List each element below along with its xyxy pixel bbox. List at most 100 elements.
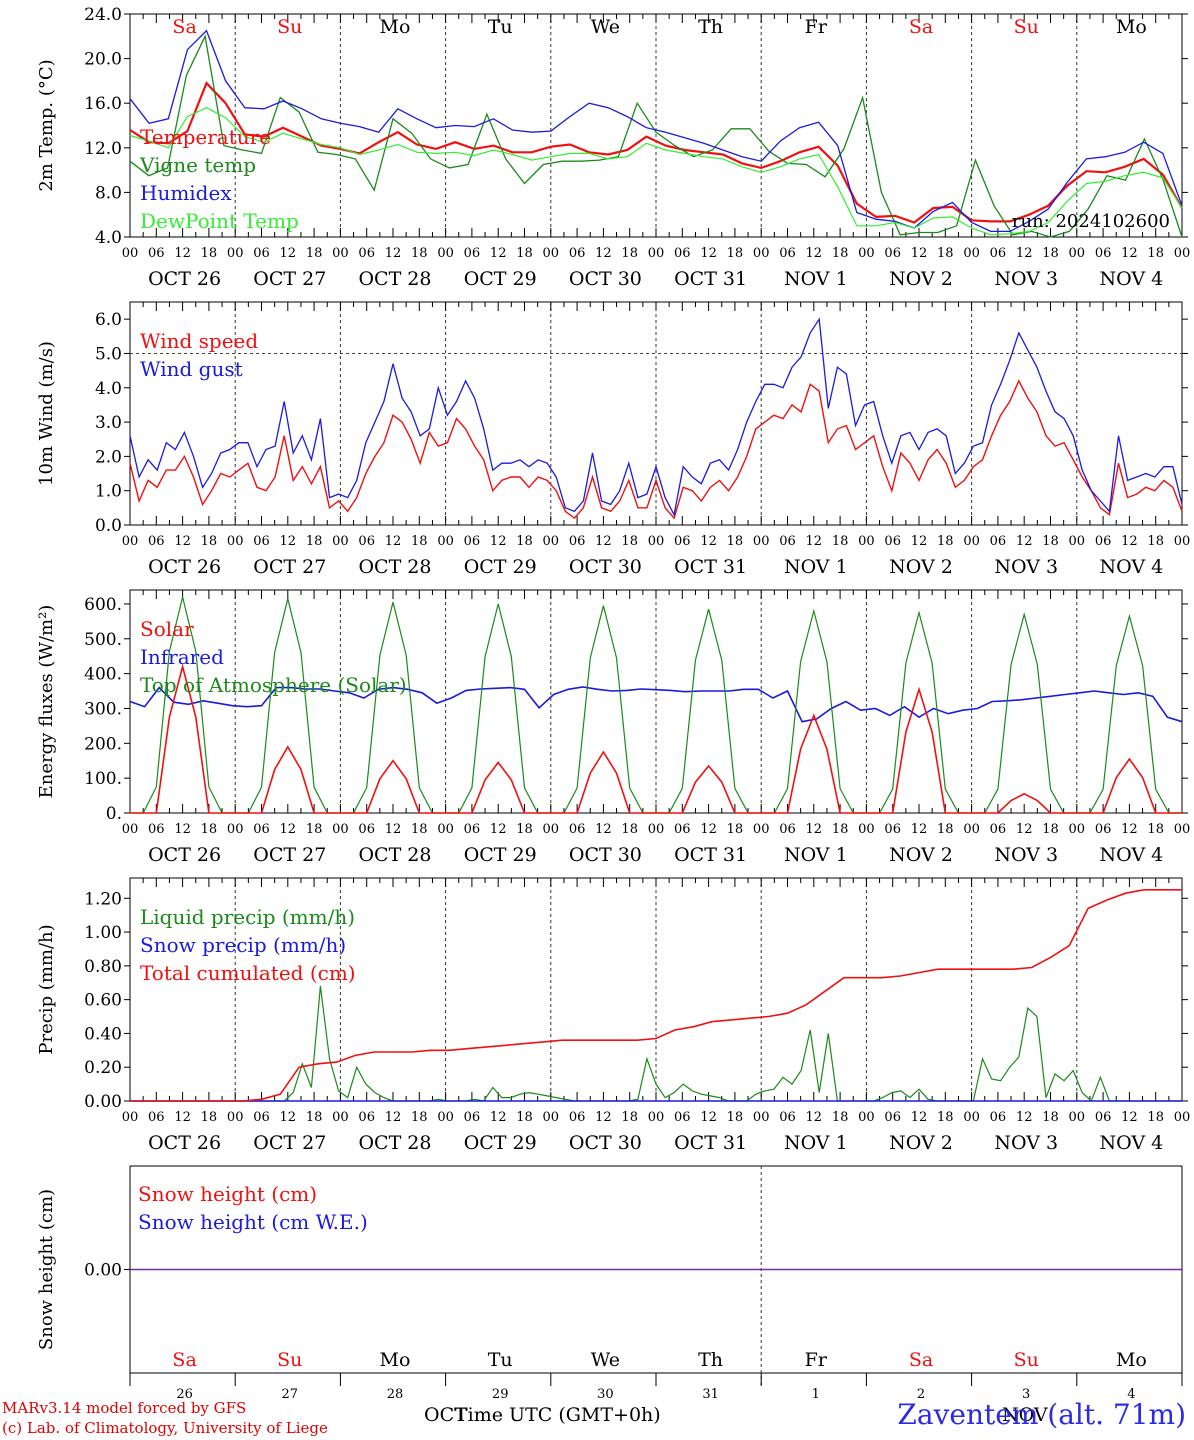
y-tick-label: 600. — [84, 595, 122, 615]
panel-frame — [129, 13, 1183, 238]
date-label: NOV 2 — [889, 844, 953, 866]
hour-tick-label: 06 — [990, 534, 1007, 549]
y-axis-label: Energy fluxes (W/m²) — [36, 605, 57, 799]
series-dewpoint-temp — [129, 107, 1183, 236]
hour-tick-label: 18 — [937, 822, 954, 837]
date-label: NOV 4 — [1100, 268, 1164, 290]
hour-tick-label: 00 — [122, 822, 139, 837]
hour-tick-label: 06 — [464, 534, 481, 549]
panel-5: 0.00 Snow height (cm) Snow height (cm) Snow… — [36, 1165, 1183, 1402]
hour-tick-label: 06 — [358, 822, 375, 837]
y-tick-label: 400. — [84, 665, 122, 685]
hour-tick-label: 12 — [700, 822, 717, 837]
hour-tick-label: 06 — [148, 1110, 165, 1125]
y-axis-label: 10m Wind (m/s) — [36, 341, 57, 486]
y-tick-label: 0.60 — [84, 991, 122, 1011]
hour-tick-label: 00 — [1174, 246, 1191, 261]
hour-tick-label: 18 — [727, 1110, 744, 1125]
y-axis-label: Precip (mm/h) — [36, 924, 57, 1054]
date-label: OCT 30 — [569, 844, 642, 866]
date-label: NOV 2 — [889, 1132, 953, 1154]
day-number-label: 4 — [1127, 1387, 1135, 1402]
hour-tick-label: 18 — [411, 1110, 428, 1125]
hour-tick-label: 06 — [674, 534, 691, 549]
hour-tick-label: 06 — [464, 1110, 481, 1125]
hour-tick-label: 06 — [884, 246, 901, 261]
weekday-label: Mo — [1116, 16, 1147, 38]
hour-tick-label: 00 — [122, 246, 139, 261]
panel-frame — [129, 301, 1183, 526]
weekday-label: Tu — [488, 1349, 513, 1371]
y-tick-label: 100. — [84, 769, 122, 789]
series-temperature — [129, 81, 1183, 224]
y-tick-label: 300. — [84, 699, 122, 719]
hour-tick-label: 12 — [490, 1110, 507, 1125]
hour-tick-label: 12 — [911, 1110, 928, 1125]
hour-tick-label: 06 — [674, 246, 691, 261]
day-number-label: 28 — [387, 1387, 404, 1402]
hour-tick-label: 12 — [174, 534, 191, 549]
date-label: OCT 31 — [674, 268, 747, 290]
hour-tick-label: 12 — [490, 246, 507, 261]
hour-tick-label: 18 — [516, 246, 533, 261]
legend-entry: Snow height (cm) — [138, 1182, 317, 1206]
panel-3: 0. 100. 200. 300. 400. 500. 600. Energy fluxes … — [36, 589, 1190, 866]
day-number-label: 29 — [492, 1387, 509, 1402]
hour-tick-label: 00 — [753, 822, 770, 837]
hour-tick-label: 00 — [437, 822, 454, 837]
date-label: OCT 26 — [148, 556, 221, 578]
hour-tick-label: 18 — [201, 822, 218, 837]
series-liquid-precip-mm-h- — [130, 986, 1182, 1103]
y-tick-label: 6.0 — [95, 310, 122, 330]
hour-tick-label: 06 — [1095, 534, 1112, 549]
hour-tick-label: 18 — [1042, 822, 1059, 837]
hour-tick-label: 18 — [621, 246, 638, 261]
hour-tick-label: 12 — [806, 1110, 823, 1125]
day-number-label: 3 — [1022, 1387, 1030, 1402]
y-tick-label: 0.0 — [95, 516, 122, 536]
hour-tick-label: 00 — [963, 246, 980, 261]
y-tick-label: 1.0 — [95, 482, 122, 502]
series-wind-gust — [129, 317, 1183, 517]
legend-entry: Total cumulated (cm) — [140, 961, 356, 985]
hour-tick-label: 00 — [1069, 534, 1086, 549]
hour-tick-label: 18 — [516, 1110, 533, 1125]
date-label: OCT 31 — [674, 556, 747, 578]
hour-tick-label: 12 — [1121, 246, 1138, 261]
hour-tick-label: 06 — [674, 1110, 691, 1125]
hour-tick-label: 18 — [201, 246, 218, 261]
hour-tick-label: 06 — [569, 1110, 586, 1125]
legend-entry: Temperature — [140, 125, 271, 149]
hour-tick-label: 18 — [727, 534, 744, 549]
credit-line-2: (c) Lab. of Climatology, University of L… — [2, 1419, 328, 1437]
day-number-label: 1 — [812, 1387, 820, 1402]
credit-line-1: MARv3.14 model forced by GFS — [2, 1399, 247, 1417]
hour-tick-label: 06 — [148, 534, 165, 549]
hour-tick-label: 00 — [648, 246, 665, 261]
hour-tick-label: 00 — [543, 534, 560, 549]
hour-tick-label: 18 — [201, 534, 218, 549]
hour-tick-label: 06 — [358, 1110, 375, 1125]
hour-tick-label: 06 — [253, 534, 270, 549]
hour-tick-label: 06 — [1095, 822, 1112, 837]
hour-tick-label: 00 — [963, 1110, 980, 1125]
hour-tick-label: 06 — [569, 534, 586, 549]
hour-tick-label: 12 — [280, 534, 297, 549]
hour-tick-label: 18 — [1147, 1110, 1164, 1125]
hour-tick-label: 00 — [227, 1110, 244, 1125]
hour-tick-label: 06 — [990, 822, 1007, 837]
hour-tick-label: 18 — [306, 534, 323, 549]
weekday-label: Su — [1014, 1349, 1039, 1371]
y-tick-label: 0.00 — [84, 1261, 122, 1281]
hour-tick-label: 06 — [884, 1110, 901, 1125]
hour-tick-label: 00 — [1069, 1110, 1086, 1125]
hour-tick-label: 18 — [832, 534, 849, 549]
date-label: NOV 4 — [1100, 1132, 1164, 1154]
date-label: NOV 2 — [889, 268, 953, 290]
day-number-label: 31 — [702, 1387, 719, 1402]
date-label: NOV 3 — [994, 556, 1058, 578]
hour-tick-label: 06 — [569, 246, 586, 261]
hour-tick-label: 18 — [937, 246, 954, 261]
y-tick-label: 0.40 — [84, 1024, 122, 1044]
hour-tick-label: 18 — [937, 1110, 954, 1125]
